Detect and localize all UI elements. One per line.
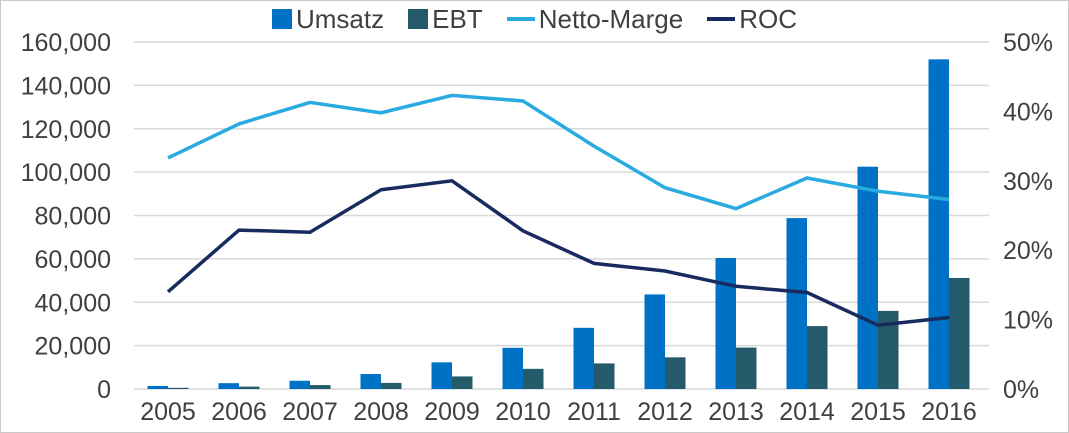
ebt-bar-2013 (736, 347, 757, 389)
netto-marge-line (167, 93, 950, 211)
right-axis-tick-label: 0% (1003, 376, 1039, 404)
x-axis-tick-label: 2008 (353, 398, 409, 426)
right-axis-tick-label: 20% (1003, 237, 1053, 265)
right-axis-tick-label: 10% (1003, 307, 1053, 335)
umsatz-bar-2012 (644, 294, 665, 389)
ebt-bar-2009 (452, 376, 473, 389)
umsatz-bar-2010 (502, 347, 523, 389)
ebt-bar-2014 (807, 326, 828, 389)
y-axis-tick-label: 40,000 (35, 289, 111, 317)
y-axis-tick-label: 20,000 (35, 333, 111, 361)
umsatz-bar-2014 (786, 218, 807, 389)
x-axis-tick-label: 2005 (140, 398, 196, 426)
umsatz-bar-2013 (715, 258, 736, 389)
x-axis-tick-label: 2011 (567, 398, 621, 426)
umsatz-bar-2011 (573, 327, 594, 389)
ebt-bar-2008 (381, 382, 402, 389)
y-axis-tick-label: 160,000 (21, 29, 111, 57)
x-axis-tick-label: 2015 (850, 398, 906, 426)
right-axis-tick-label: 40% (1003, 98, 1053, 126)
x-axis-tick-label: 2012 (637, 398, 693, 426)
ebt-bar-2012 (665, 357, 686, 389)
x-axis-tick-label: 2010 (495, 398, 551, 426)
umsatz-bar-2005 (147, 385, 168, 389)
ebt-bar-2011 (594, 363, 615, 389)
umsatz-bar-2008 (360, 374, 381, 389)
umsatz-bar-2015 (857, 166, 878, 389)
umsatz-bar-2007 (289, 380, 310, 389)
y-axis-tick-label: 100,000 (21, 159, 111, 187)
y-axis-tick-label: 60,000 (35, 246, 111, 274)
umsatz-bar-2006 (218, 383, 239, 389)
umsatz-bar-2016 (928, 59, 949, 389)
right-axis-tick-label: 50% (1003, 29, 1053, 57)
y-axis-tick-label: 0 (97, 376, 111, 404)
ebt-bar-2016 (949, 277, 970, 389)
x-axis-tick-label: 2006 (211, 398, 267, 426)
x-axis-tick-label: 2013 (708, 398, 764, 426)
x-axis-tick-label: 2009 (424, 398, 480, 426)
roc-line (166, 178, 950, 327)
y-axis-tick-label: 120,000 (21, 116, 111, 144)
y-axis-tick-label: 140,000 (21, 72, 111, 100)
y-axis-tick-label: 80,000 (35, 203, 111, 231)
ebt-bar-2007 (310, 385, 331, 389)
ebt-bar-2005 (168, 387, 189, 389)
right-axis-tick-label: 30% (1003, 168, 1053, 196)
x-axis-tick-label: 2014 (779, 398, 835, 426)
ebt-bar-2015 (878, 310, 899, 389)
x-axis-tick-label: 2016 (921, 398, 977, 426)
x-axis-tick-label: 2007 (282, 398, 338, 426)
ebt-bar-2006 (239, 386, 260, 389)
ebt-bar-2010 (523, 368, 544, 389)
umsatz-bar-2009 (431, 362, 452, 389)
